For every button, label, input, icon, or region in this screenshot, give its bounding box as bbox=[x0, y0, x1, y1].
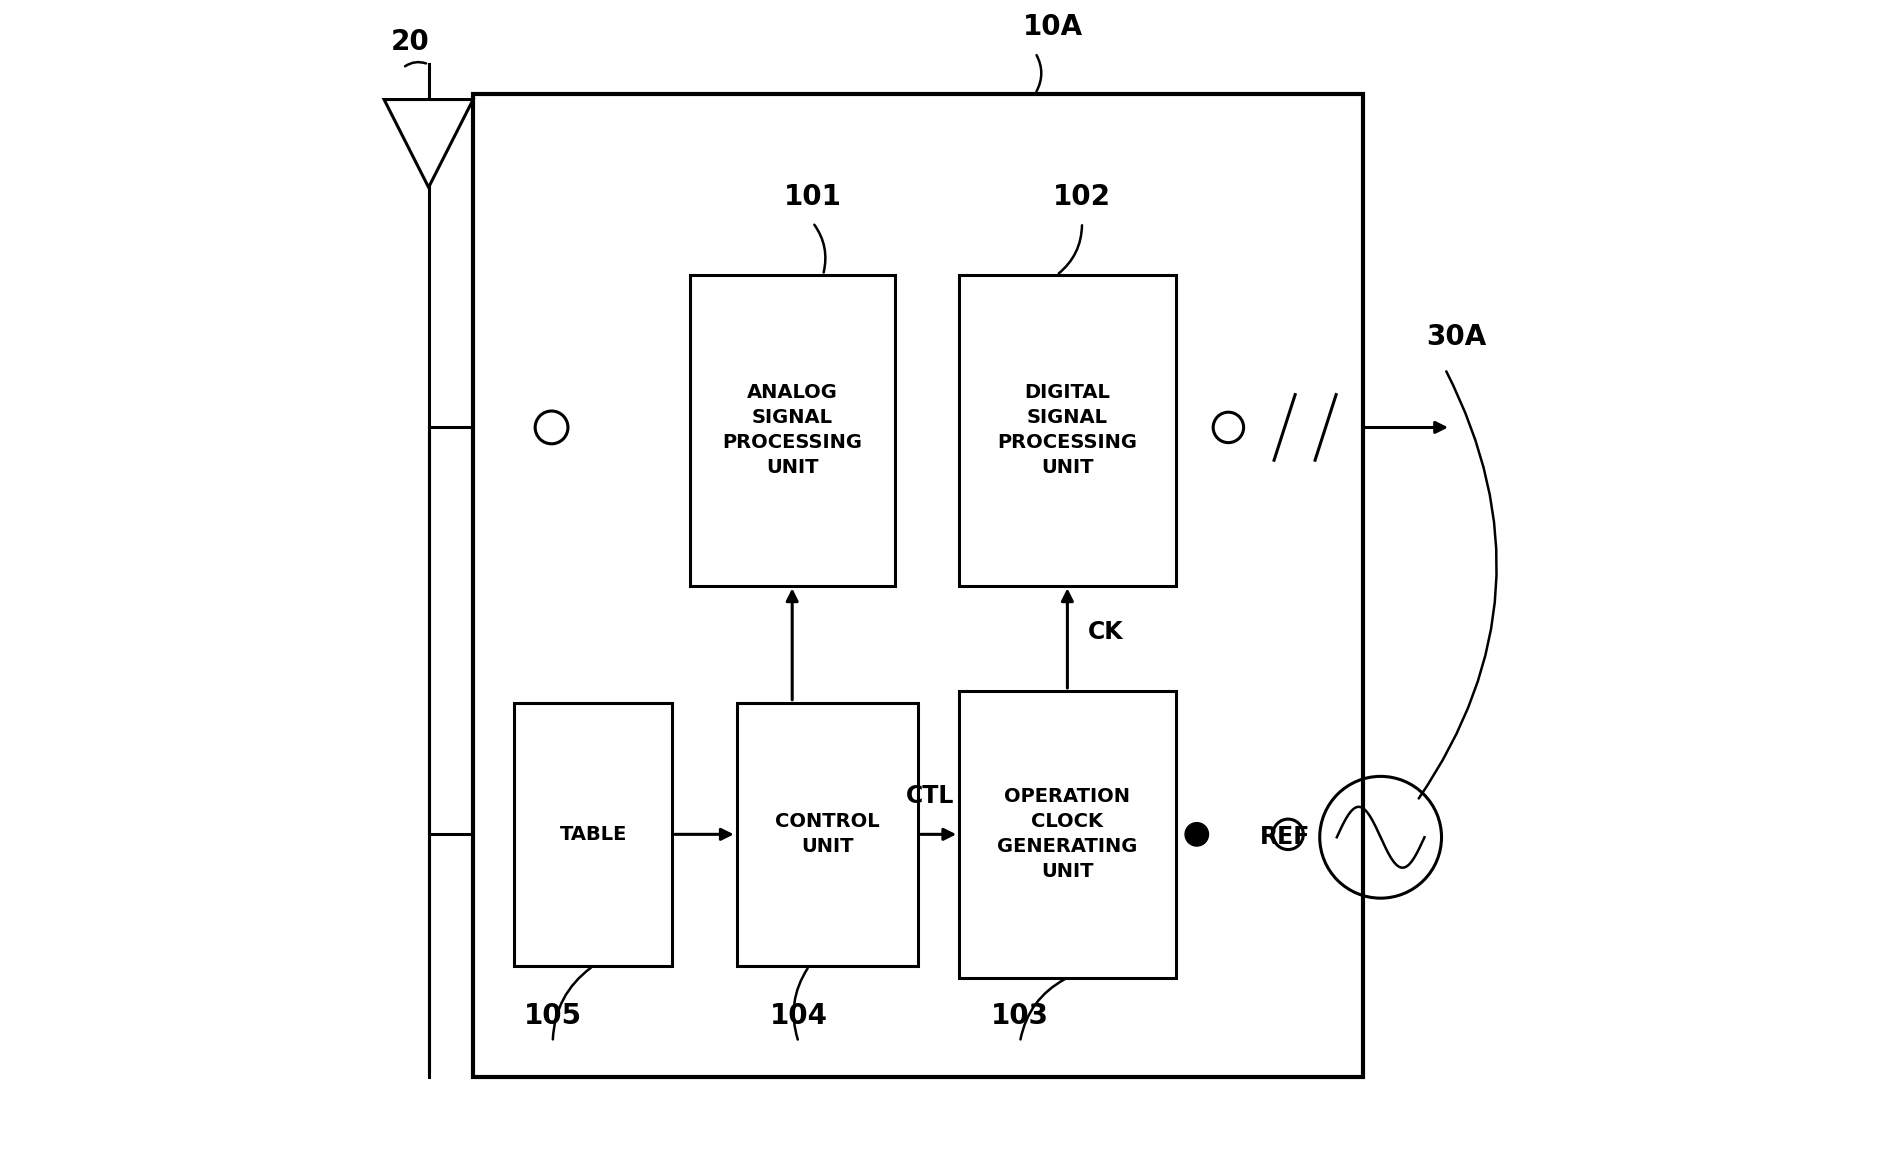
Circle shape bbox=[1184, 823, 1208, 845]
FancyBboxPatch shape bbox=[514, 703, 672, 966]
Text: DIGITAL
SIGNAL
PROCESSING
UNIT: DIGITAL SIGNAL PROCESSING UNIT bbox=[997, 383, 1137, 478]
Text: CK: CK bbox=[1088, 621, 1124, 644]
Text: CONTROL
UNIT: CONTROL UNIT bbox=[775, 813, 879, 856]
Text: REF: REF bbox=[1259, 826, 1310, 849]
Text: ANALOG
SIGNAL
PROCESSING
UNIT: ANALOG SIGNAL PROCESSING UNIT bbox=[723, 383, 862, 478]
Text: 104: 104 bbox=[770, 1002, 828, 1030]
FancyBboxPatch shape bbox=[472, 94, 1363, 1077]
Text: TABLE: TABLE bbox=[559, 824, 627, 844]
Text: 20: 20 bbox=[391, 28, 429, 56]
Text: 102: 102 bbox=[1052, 183, 1110, 211]
FancyBboxPatch shape bbox=[689, 275, 894, 586]
Text: 103: 103 bbox=[990, 1002, 1048, 1030]
Text: CTL: CTL bbox=[905, 785, 954, 808]
Text: 10A: 10A bbox=[1022, 13, 1082, 41]
Text: OPERATION
CLOCK
GENERATING
UNIT: OPERATION CLOCK GENERATING UNIT bbox=[997, 787, 1137, 882]
FancyBboxPatch shape bbox=[958, 691, 1174, 978]
Text: 30A: 30A bbox=[1427, 323, 1487, 351]
FancyBboxPatch shape bbox=[958, 275, 1174, 586]
Text: 101: 101 bbox=[783, 183, 841, 211]
FancyBboxPatch shape bbox=[736, 703, 918, 966]
Text: 105: 105 bbox=[523, 1002, 582, 1030]
Polygon shape bbox=[384, 100, 472, 187]
